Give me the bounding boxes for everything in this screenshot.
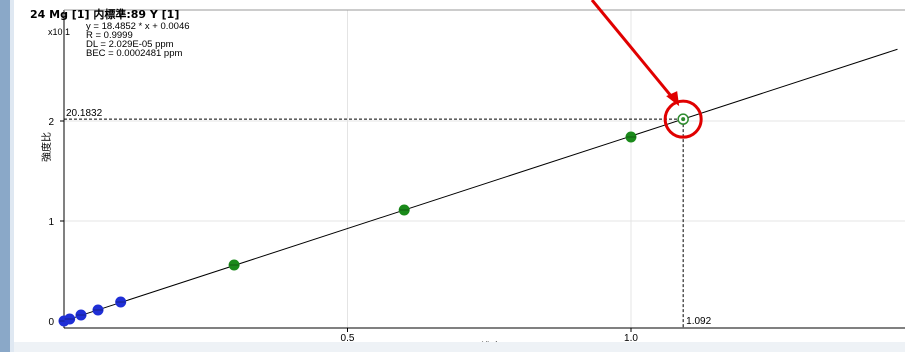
x-reference-label: 1.092 — [686, 316, 711, 327]
regression-stats: y = 18.4852 * x + 0.0046 R = 0.9999 DL =… — [86, 21, 190, 59]
reference-lines: 20.1832 1.092 — [64, 108, 712, 328]
bottom-frame-strip — [14, 342, 905, 352]
tick-marks: 0 1 2 0.5 1.0 — [48, 117, 638, 342]
regression-equation: y = 18.4852 * x + 0.0046 — [86, 21, 190, 32]
y-tick-label: 0 — [48, 317, 54, 328]
y-tick-label: 2 — [48, 117, 54, 128]
chart-title: 24 Mg [1] 内標準:89 Y [1] — [30, 8, 180, 21]
left-frame-inner-strip — [10, 0, 14, 352]
bec-value: BEC = 0.0002481 ppm — [86, 48, 183, 59]
calibration-chart: 0 1 2 0.5 1.0 20.1832 1.092 — [48, 0, 905, 342]
annotation-circle — [663, 99, 703, 139]
grid-lines — [64, 10, 905, 328]
highlighted-point-center — [681, 117, 686, 122]
y-tick-label: 1 — [48, 217, 54, 228]
regression-line — [63, 48, 898, 322]
data-points — [58, 113, 689, 327]
annotation-arrow-head — [666, 91, 680, 107]
annotation-arrow-shaft — [590, 0, 678, 104]
calibration-fit-line — [63, 48, 898, 322]
detection-limit: DL = 2.029E-05 ppm — [86, 39, 174, 50]
y-reference-label: 20.1832 — [66, 108, 103, 119]
left-frame-strip — [0, 0, 10, 352]
y-scale-multiplier: x10 1 — [48, 27, 71, 37]
correlation-r: R = 0.9999 — [86, 30, 133, 41]
axes — [63, 9, 905, 329]
x-tick-label: 0.5 — [341, 333, 355, 342]
x-tick-label: 1.0 — [624, 333, 638, 342]
annotation-layer — [590, 0, 703, 139]
calibration-chart-panel: 0 1 2 0.5 1.0 20.1832 1.092 24 Mg [1] 内標準:89 … — [14, 0, 905, 353]
y-axis-label: 強度比 — [42, 132, 53, 162]
